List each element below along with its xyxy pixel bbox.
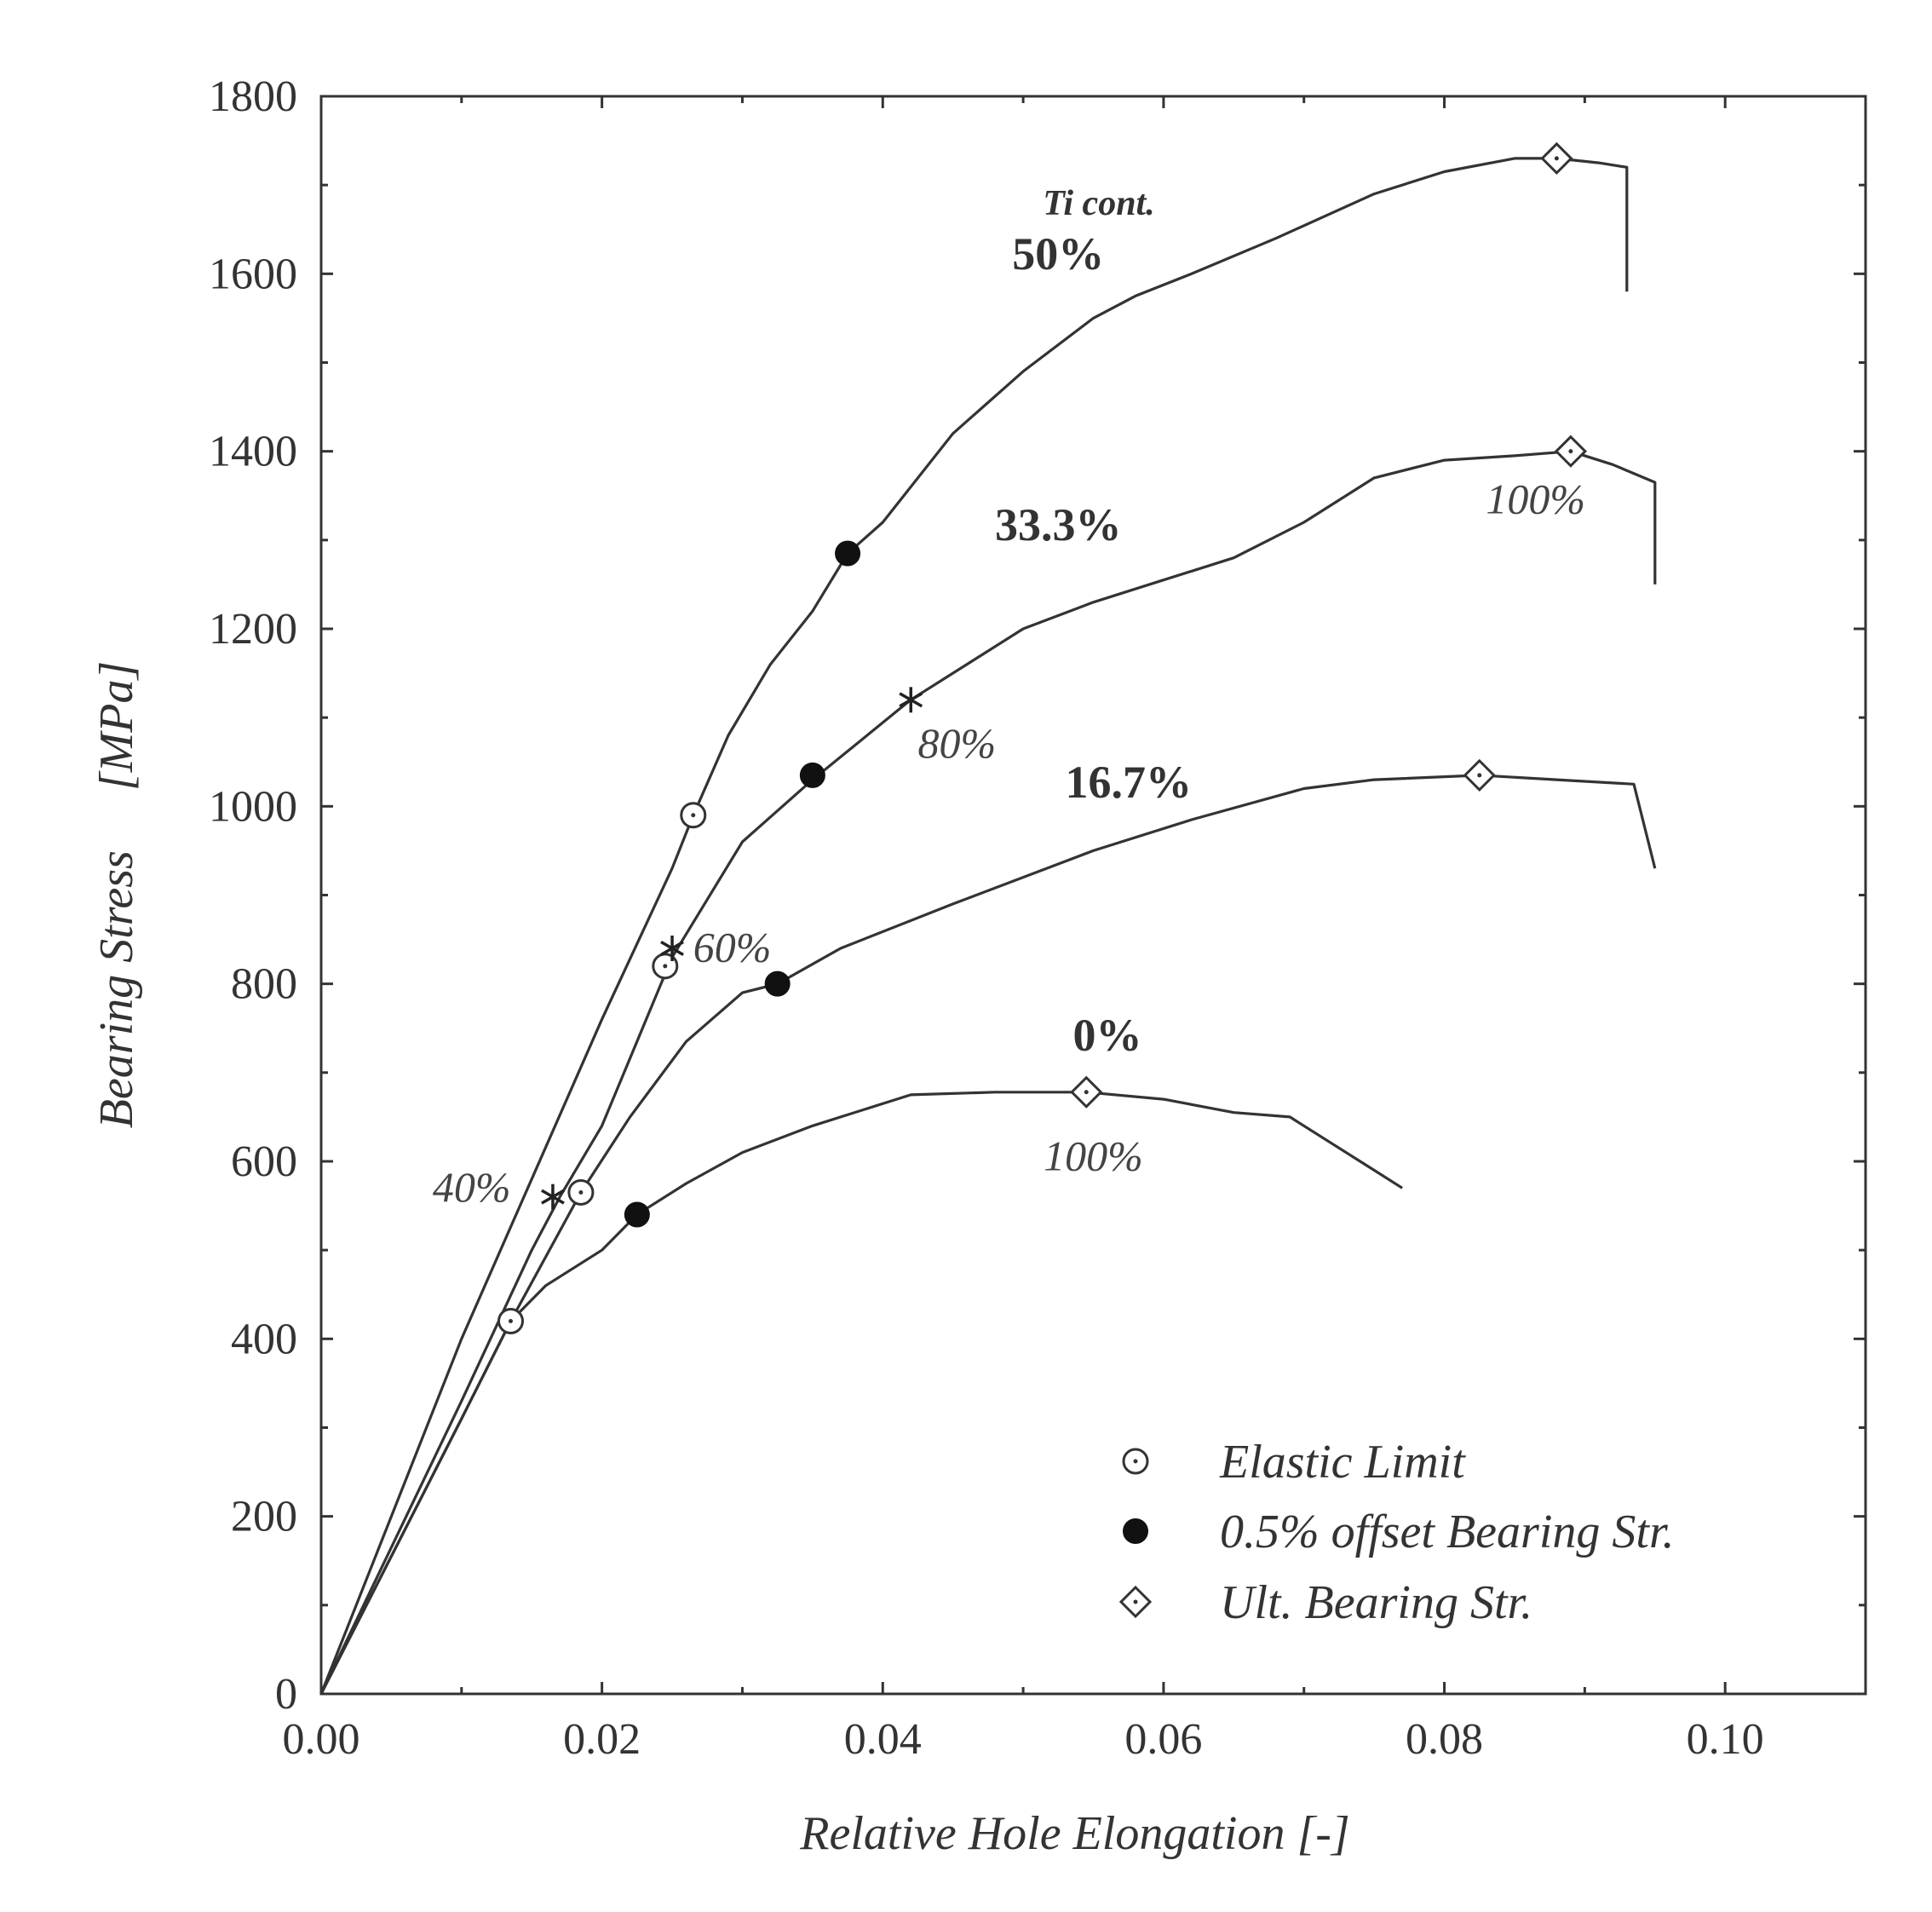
labels: 50% 33.3% 16.7% 0% 40% 60% 80% 100% 100% bbox=[433, 228, 1585, 1211]
ultimate-bearing-marker-center bbox=[1084, 1090, 1089, 1095]
y-tick-label: 800 bbox=[231, 960, 297, 1009]
x-tick-label: 0.02 bbox=[563, 1715, 641, 1764]
y-tick-label: 600 bbox=[231, 1137, 297, 1186]
elastic-limit-marker-center bbox=[663, 964, 668, 969]
percent-star-marker bbox=[541, 1183, 565, 1210]
legend-label: Elastic Limit bbox=[1219, 1436, 1466, 1489]
percent-star-marker-stroke bbox=[899, 692, 923, 708]
y-tick-label: 1800 bbox=[209, 72, 297, 121]
curve-label: 0% bbox=[1072, 1010, 1141, 1061]
y-tick-label: 1600 bbox=[209, 250, 297, 298]
x-tick-label: 0.00 bbox=[283, 1715, 360, 1764]
curve-label: 33.3% bbox=[995, 499, 1122, 550]
legend-label: Ult. Bearing Str. bbox=[1220, 1576, 1532, 1629]
offset-bearing-marker bbox=[764, 970, 791, 997]
x-tick-label: 0.08 bbox=[1406, 1715, 1483, 1764]
curve-33-3pct bbox=[319, 450, 1657, 1695]
percent-star-marker bbox=[899, 687, 923, 713]
markers bbox=[497, 141, 1588, 1334]
ultimate-bearing-marker-center bbox=[1554, 156, 1559, 161]
legend-ultimate-icon-center bbox=[1133, 1599, 1138, 1604]
legend: Elastic Limit 0.5% offset Bearing Str. Ult… bbox=[1118, 1436, 1675, 1629]
x-axis-title: Relative Hole Elongation [-] bbox=[799, 1807, 1349, 1860]
offset-bearing-marker bbox=[799, 762, 825, 788]
percent-star-label: 60% bbox=[693, 924, 772, 971]
y-tick-label: 1200 bbox=[209, 605, 297, 654]
ultimate-bearing-marker bbox=[1463, 758, 1496, 792]
percent-star-label: 80% bbox=[917, 719, 996, 767]
percent-star-marker bbox=[660, 936, 684, 961]
chart-header: Ti cont. bbox=[1043, 184, 1154, 223]
percent-star-marker-stroke bbox=[660, 940, 684, 957]
x-tick-label: 0.04 bbox=[844, 1715, 922, 1764]
legend-label: 0.5% offset Bearing Str. bbox=[1220, 1506, 1675, 1558]
ultimate-bearing-marker-center bbox=[1477, 773, 1482, 778]
offset-bearing-marker bbox=[835, 540, 861, 567]
ultimate-percent-label: 100% bbox=[1044, 1132, 1143, 1179]
y-tick-label: 200 bbox=[231, 1493, 297, 1541]
elastic-limit-marker bbox=[497, 1308, 525, 1334]
axis-ticks: 0.00 0.02 0.04 0.06 0.08 0.10 0 200 400 600 800 100… bbox=[209, 72, 1866, 1764]
elastic-limit-marker-center bbox=[578, 1189, 584, 1195]
y-tick-label: 1400 bbox=[209, 428, 297, 476]
x-tick-label: 0.10 bbox=[1687, 1715, 1764, 1764]
ultimate-bearing-marker bbox=[1540, 141, 1573, 176]
elastic-limit-marker-center bbox=[509, 1319, 514, 1323]
ultimate-bearing-marker bbox=[1554, 435, 1588, 468]
legend-elastic-icon bbox=[1122, 1448, 1149, 1475]
elastic-limit-marker-center bbox=[691, 813, 696, 818]
y-axis-title: Bearing Stress [MPa] bbox=[90, 661, 143, 1129]
ultimate-percent-label: 100% bbox=[1486, 475, 1585, 523]
legend-elastic-icon-center bbox=[1133, 1459, 1138, 1464]
legend-offset-icon bbox=[1123, 1518, 1148, 1544]
ultimate-bearing-marker-center bbox=[1568, 449, 1573, 454]
y-tick-label: 0 bbox=[275, 1670, 297, 1719]
offset-bearing-marker bbox=[624, 1201, 650, 1228]
y-tick-label: 1000 bbox=[209, 782, 297, 831]
legend-ultimate-icon bbox=[1118, 1585, 1153, 1619]
percent-star-marker-stroke bbox=[541, 1189, 565, 1205]
curve-label: 16.7% bbox=[1065, 757, 1192, 808]
y-tick-label: 400 bbox=[231, 1315, 297, 1363]
curve-50pct bbox=[319, 157, 1629, 1695]
curve-label: 50% bbox=[1012, 228, 1104, 279]
elastic-limit-marker bbox=[680, 802, 707, 829]
plot-frame bbox=[319, 95, 1867, 1696]
x-tick-label: 0.06 bbox=[1124, 1715, 1202, 1764]
ultimate-bearing-marker bbox=[1070, 1075, 1103, 1109]
elastic-limit-marker bbox=[567, 1178, 595, 1206]
percent-star-label: 40% bbox=[433, 1163, 511, 1211]
